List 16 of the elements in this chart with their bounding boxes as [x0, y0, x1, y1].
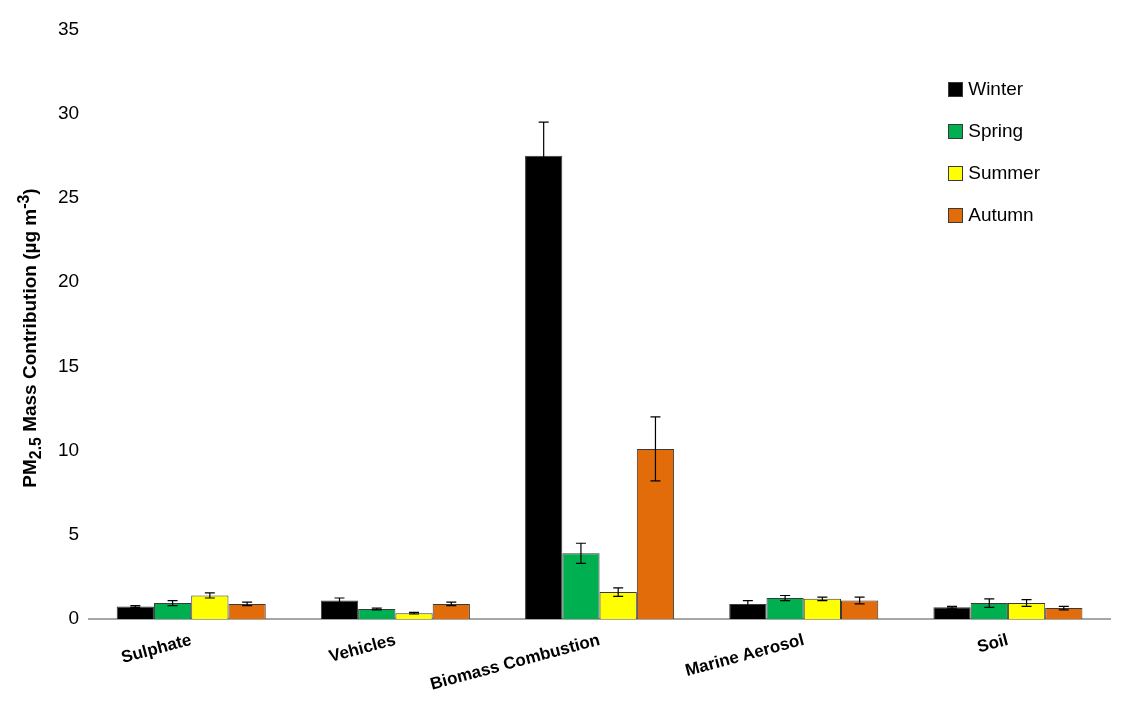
y-tick-label: 35	[57, 17, 80, 39]
x-tick-label: Vehicles	[326, 629, 398, 666]
y-tick-label: 15	[57, 354, 80, 376]
y-tick-label: 20	[57, 270, 80, 292]
legend-label: Autumn	[968, 204, 1034, 226]
y-tick-label: 25	[57, 186, 80, 208]
y-tick-label: 5	[68, 523, 80, 545]
legend-label: Spring	[968, 120, 1024, 142]
legend-label: Summer	[968, 162, 1040, 184]
y-tick-label: 0	[68, 607, 80, 629]
x-tick-label: Sulphate	[119, 629, 194, 667]
y-tick-label: 30	[57, 101, 80, 123]
legend-label: Winter	[968, 78, 1024, 100]
y-tick-label: 10	[57, 438, 80, 460]
x-tick-label: Marine Aerosol	[683, 629, 806, 680]
x-tick-label: Soil	[975, 629, 1011, 657]
